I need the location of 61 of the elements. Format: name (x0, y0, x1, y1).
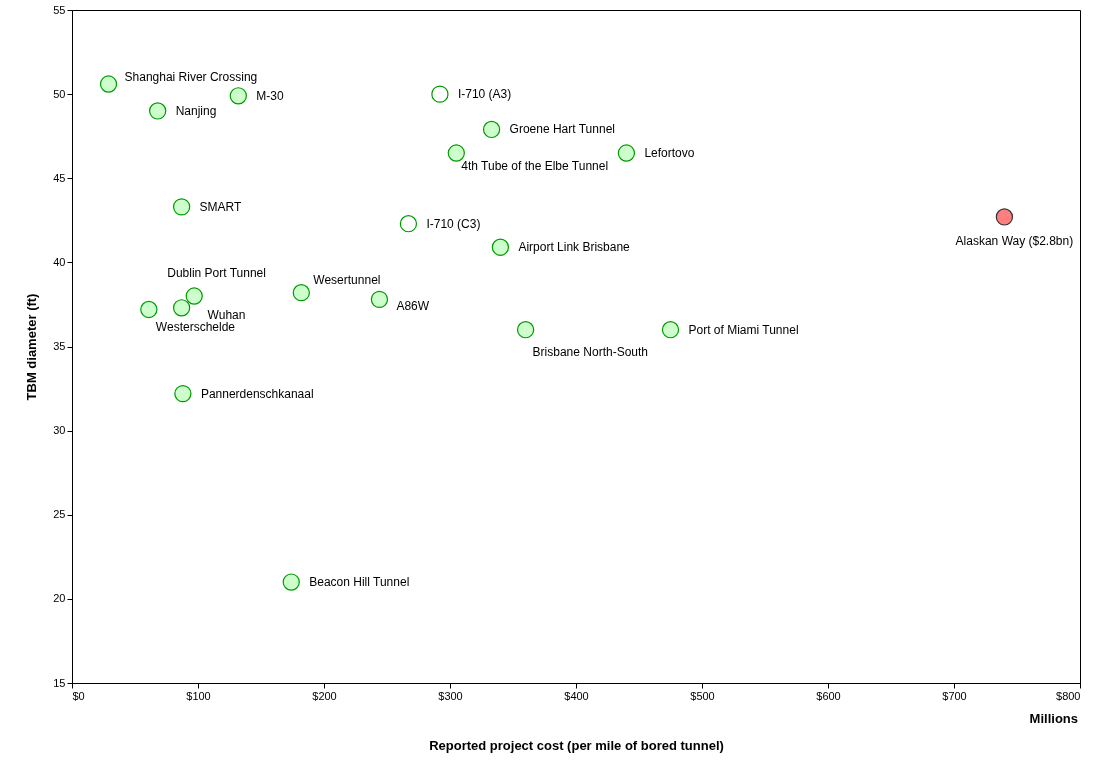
y-tick-label: 40 (53, 255, 66, 268)
x-tick-label: $600 (816, 689, 841, 702)
y-tick-label: 30 (53, 424, 66, 437)
point (431, 85, 449, 103)
x-tick-label: $500 (690, 689, 715, 702)
y-tick-label: 25 (53, 508, 66, 521)
x-tick-label: $400 (564, 689, 589, 702)
point (661, 321, 680, 339)
annotation: Shanghai River Crossing (124, 70, 258, 85)
annotation: I-710 (C3) (426, 216, 481, 231)
point (99, 75, 118, 93)
point (140, 300, 158, 319)
point (172, 299, 191, 317)
annotation: Dublin Port Tunnel (167, 266, 266, 281)
x-tick-label: $800 (1056, 689, 1081, 702)
y-tick-label: 20 (53, 592, 66, 605)
x-tick-label: $300 (438, 689, 463, 702)
text: Millions (1029, 711, 1078, 726)
annotation: SMART (199, 199, 243, 214)
annotation: Nanjing (175, 103, 217, 118)
y-tick-label: 50 (53, 87, 66, 100)
point (172, 198, 191, 216)
annotation: Wuhan (207, 307, 246, 322)
point (229, 87, 247, 105)
annotation: A86W (396, 299, 430, 314)
point (491, 238, 510, 256)
annotation: Alaskan Way ($2.8bn) (955, 233, 1074, 248)
point (185, 287, 203, 305)
annotation: Groene Hart Tunnel (509, 122, 615, 137)
point (292, 284, 310, 302)
annotation: Brisbane North-South (532, 344, 649, 359)
y-tick-label: 55 (53, 3, 66, 16)
y-axis-title: TBM diameter (ft) (24, 293, 40, 401)
annotation: I-710 (A3) (457, 87, 512, 102)
annotation: 4th Tube of the Elbe Tunnel (461, 159, 609, 174)
annotation: Westerschelde (155, 320, 236, 335)
x-axis-title: Reported project cost (per mile of bored tunnel) (429, 737, 724, 753)
point (617, 144, 636, 162)
annotation: Pannerdenschkanaal (200, 386, 314, 401)
annotation: Wesertunnel (313, 272, 381, 287)
x-tick-label: $700 (942, 689, 967, 702)
x-tick-label: $200 (312, 689, 337, 702)
point (482, 120, 501, 139)
point (149, 102, 167, 120)
point (399, 215, 418, 233)
point (282, 573, 300, 591)
annotation: Airport Link Brisbane (518, 240, 631, 255)
point (516, 321, 535, 339)
annotation: M-30 (256, 88, 284, 103)
point (370, 290, 389, 309)
y-tick-label: 35 (53, 340, 66, 352)
x-tick-label: $0 (72, 689, 85, 702)
annotation: Lefortovo (644, 146, 695, 161)
point (995, 208, 1014, 226)
annotation: Port of Miami Tunnel (688, 322, 799, 337)
annotation: Beacon Hill Tunnel (309, 575, 410, 590)
point (174, 384, 192, 403)
y-tick-label: 15 (53, 676, 66, 689)
y-tick-label: 45 (53, 171, 66, 184)
x-tick-label: $100 (186, 689, 211, 702)
point (447, 144, 465, 162)
